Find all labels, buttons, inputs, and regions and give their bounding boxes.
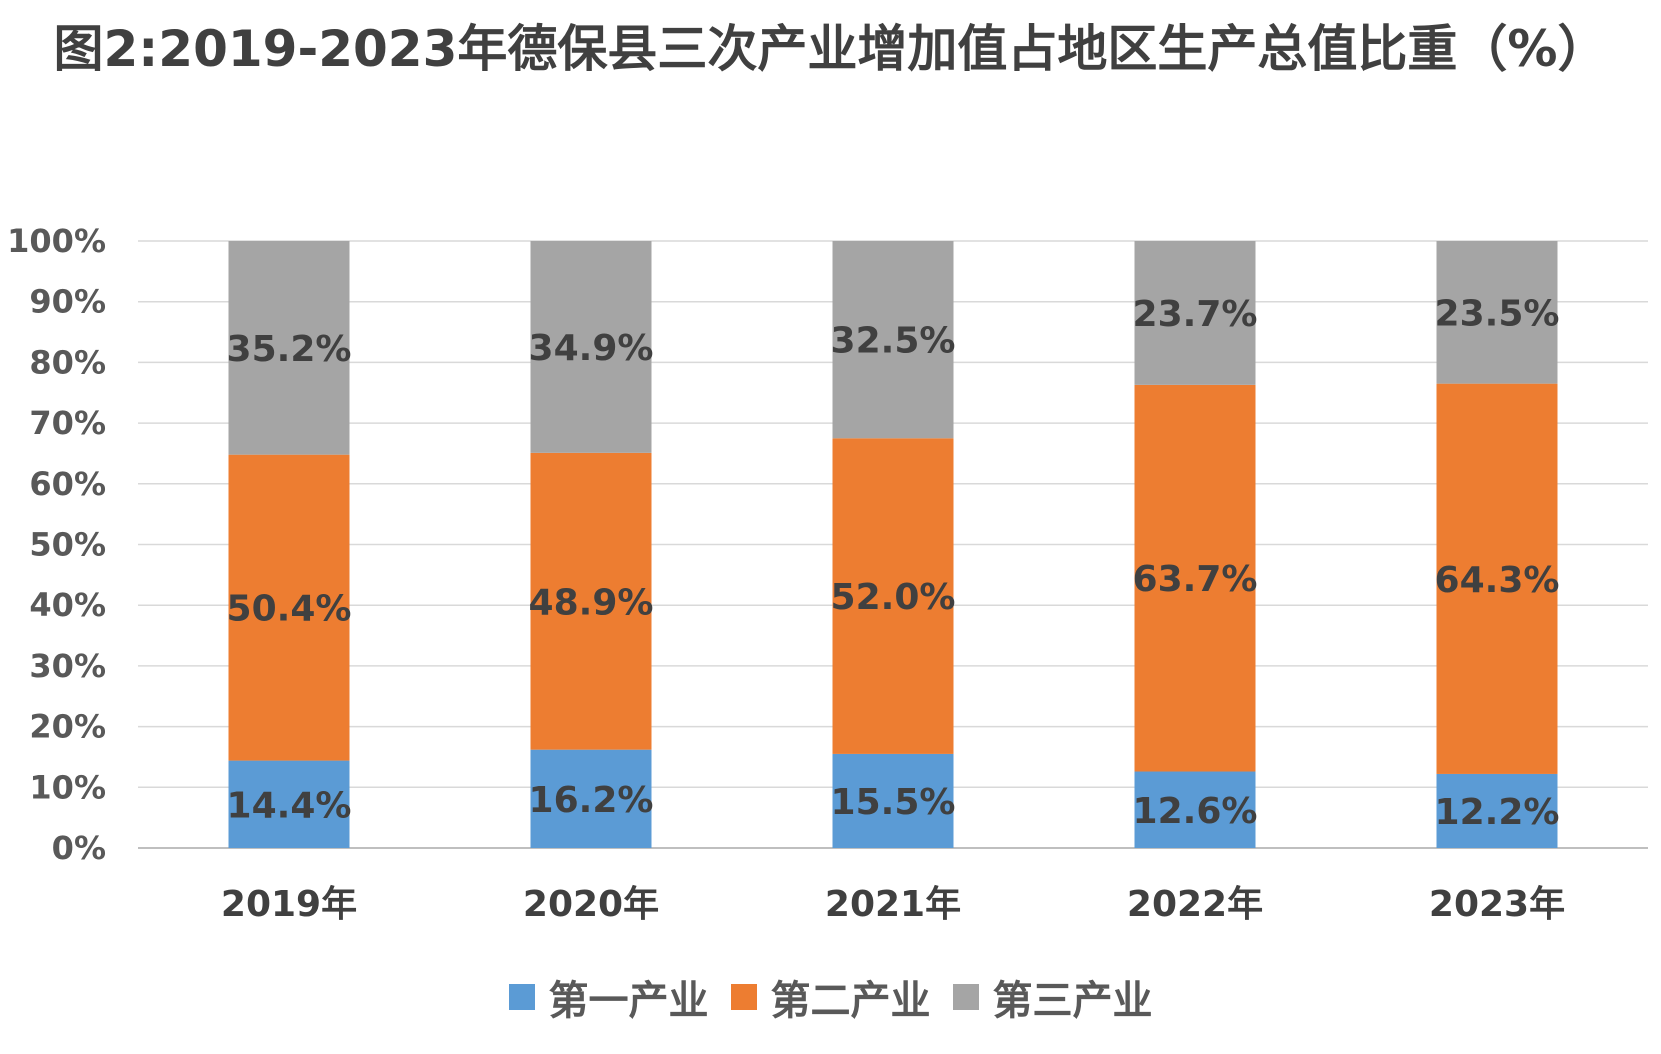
- bar-segment: [1134, 384, 1256, 772]
- chart-title: 图2:2019-2023年德保县三次产业增加值占地区生产总值比重（%）: [53, 20, 1608, 78]
- bar-segment: [1436, 383, 1558, 774]
- bar-segment: [832, 241, 954, 439]
- legend-swatch: [730, 984, 757, 1010]
- bar-segment: [1436, 241, 1558, 384]
- x-tick-label: 2019年: [221, 884, 357, 925]
- x-tick-label: 2023年: [1429, 884, 1565, 925]
- legend-swatch: [508, 984, 535, 1010]
- data-label: 63.7%: [1133, 559, 1258, 600]
- y-tick-label: 90%: [29, 283, 106, 321]
- stacked-bar-chart: 0% 10% 20% 30% 40% 50% 60% 70% 80% 90% 100% 14.4% 50…: [7, 222, 1648, 925]
- y-tick-label: 50%: [29, 526, 106, 564]
- data-label: 32.5%: [831, 321, 956, 362]
- bar-segment: [228, 760, 350, 848]
- legend-label: 第二产业: [770, 978, 931, 1024]
- bar-segment: [1134, 241, 1256, 385]
- y-tick-label: 30%: [29, 647, 106, 685]
- legend-item: 第二产业: [730, 968, 931, 1026]
- bar-segment: [530, 241, 652, 453]
- legend-label: 第三产业: [992, 978, 1153, 1024]
- legend-item: 第一产业: [508, 968, 709, 1026]
- bar-segment: [228, 454, 350, 761]
- chart-legend: 第一产业 第二产业 第三产业: [0, 968, 1661, 1026]
- y-tick-label: 20%: [29, 708, 106, 746]
- data-label: 34.9%: [529, 328, 654, 369]
- bar-segment: [832, 753, 954, 848]
- data-label: 12.6%: [1133, 791, 1258, 832]
- data-label: 48.9%: [529, 582, 654, 623]
- data-label: 52.0%: [831, 577, 956, 618]
- data-label: 23.5%: [1435, 293, 1560, 334]
- y-tick-label: 100%: [7, 222, 106, 260]
- data-label: 50.4%: [227, 589, 352, 630]
- y-tick-label: 70%: [29, 404, 106, 442]
- y-tick-label: 40%: [29, 586, 106, 624]
- y-tick-label: 60%: [29, 465, 106, 503]
- data-label: 16.2%: [529, 780, 654, 821]
- legend-item: 第三产业: [952, 968, 1153, 1026]
- x-tick-label: 2021年: [825, 884, 961, 925]
- data-label: 14.4%: [227, 785, 352, 826]
- data-label: 64.3%: [1435, 560, 1560, 601]
- legend-swatch: [952, 984, 979, 1010]
- y-tick-label: 0%: [52, 829, 106, 867]
- bar-segment: [228, 241, 350, 455]
- data-label: 15.5%: [831, 782, 956, 823]
- bar-segment: [1134, 771, 1256, 848]
- data-label: 35.2%: [227, 329, 352, 370]
- x-tick-label: 2020年: [523, 884, 659, 925]
- bar-segment: [530, 452, 652, 750]
- y-tick-label: 80%: [29, 343, 106, 381]
- data-label: 23.7%: [1133, 294, 1258, 335]
- x-tick-label: 2022年: [1127, 884, 1263, 925]
- bar-segment: [530, 749, 652, 848]
- bar-segment: [832, 438, 954, 754]
- data-label: 12.2%: [1435, 792, 1560, 833]
- bar-segment: [1436, 773, 1558, 848]
- legend-label: 第一产业: [548, 978, 709, 1024]
- y-tick-label: 10%: [29, 768, 106, 806]
